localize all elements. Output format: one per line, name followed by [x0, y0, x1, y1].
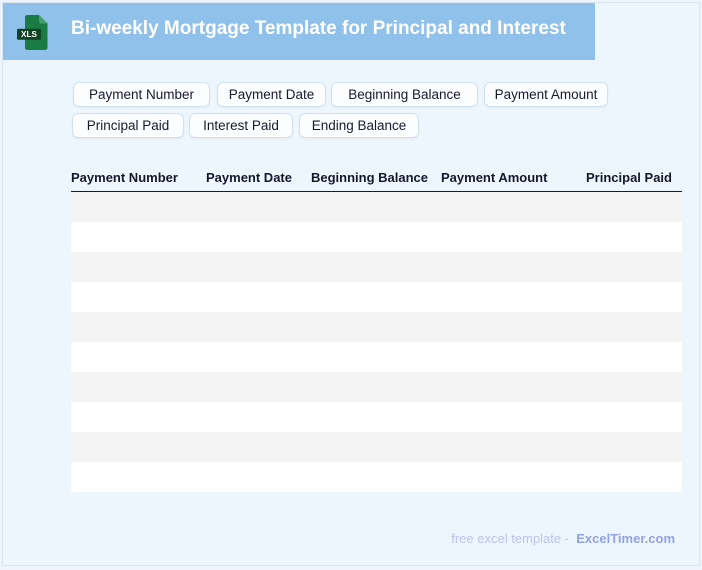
svg-text:XLS: XLS	[21, 30, 37, 39]
